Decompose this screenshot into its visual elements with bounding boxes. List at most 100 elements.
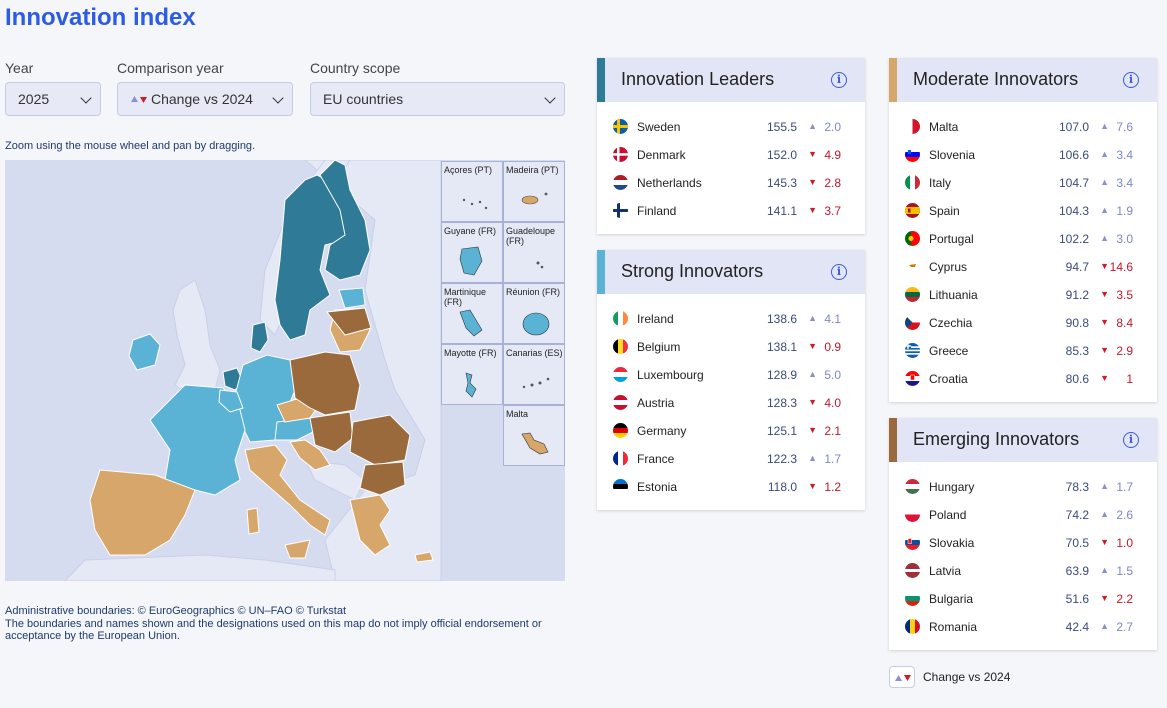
- country-score: 94.7: [1065, 260, 1089, 274]
- region-spain-portugal[interactable]: [89, 469, 196, 556]
- info-icon[interactable]: i: [831, 264, 847, 280]
- inset-label: Madeira (PT): [506, 165, 559, 175]
- info-icon[interactable]: i: [1123, 432, 1139, 448]
- country-row-italy[interactable]: Italy 104.7 ▲ 3.4: [889, 168, 1157, 196]
- info-icon[interactable]: i: [831, 72, 847, 88]
- map-canvas[interactable]: [5, 160, 565, 581]
- belgium-flag-icon: [613, 339, 628, 354]
- country-row-greece[interactable]: Greece 85.3 ▼ 2.9: [889, 336, 1157, 364]
- europe-map[interactable]: Açores (PT) Madeira (PT) Guyane (FR) Gua…: [5, 160, 565, 581]
- triangle-up-icon: ▲: [1100, 621, 1109, 631]
- score-change: 0.9: [824, 340, 841, 354]
- triangle-up-icon: ▲: [808, 369, 817, 379]
- netherlands-flag-icon: [613, 175, 628, 190]
- inset-acores[interactable]: Açores (PT): [441, 161, 503, 222]
- region-cyprus[interactable]: [414, 551, 434, 563]
- triangle-down-icon: ▼: [808, 177, 817, 187]
- country-row-ireland[interactable]: Ireland 138.6 ▲ 4.1: [597, 304, 865, 332]
- country-row-sweden[interactable]: Sweden 155.5 ▲ 2.0: [597, 112, 865, 140]
- region-greece[interactable]: [349, 494, 391, 556]
- country-name: Spain: [929, 204, 960, 218]
- region-belgium-luxembourg[interactable]: [218, 389, 244, 413]
- country-row-czechia[interactable]: Czechia 90.8 ▼ 8.4: [889, 308, 1157, 336]
- country-row-latvia[interactable]: Latvia 63.9 ▲ 1.5: [889, 556, 1157, 584]
- country-row-denmark[interactable]: Denmark 152.0 ▼ 4.9: [597, 140, 865, 168]
- inset-label: Açores (PT): [444, 165, 493, 175]
- region-slovakia-hungary[interactable]: [309, 411, 354, 453]
- country-row-france[interactable]: France 122.3 ▲ 1.7: [597, 444, 865, 472]
- country-row-romania[interactable]: Romania 42.4 ▲ 2.7: [889, 612, 1157, 640]
- chevron-down-icon: [544, 92, 556, 104]
- inset-guyane[interactable]: Guyane (FR): [441, 222, 503, 283]
- country-row-cyprus[interactable]: Cyprus 94.7 ▼ 14.6: [889, 252, 1157, 280]
- triangle-down-icon: ▼: [1100, 537, 1109, 547]
- inset-label: Malta: [506, 409, 529, 419]
- region-slovenia-croatia[interactable]: [289, 439, 331, 471]
- region-italy[interactable]: [244, 444, 331, 536]
- country-scope-select[interactable]: EU countries: [310, 82, 565, 116]
- country-row-slovenia[interactable]: Slovenia 106.6 ▲ 3.4: [889, 140, 1157, 168]
- country-row-finland[interactable]: Finland 141.1 ▼ 3.7: [597, 196, 865, 224]
- country-name: Malta: [929, 120, 959, 134]
- triangle-up-icon: ▲: [1100, 205, 1109, 215]
- inset-guadeloupe[interactable]: Guadeloupe (FR): [503, 222, 565, 283]
- country-row-belgium[interactable]: Belgium 138.1 ▼ 0.9: [597, 332, 865, 360]
- region-france[interactable]: [149, 384, 246, 496]
- country-row-estonia[interactable]: Estonia 118.0 ▼ 1.2: [597, 472, 865, 500]
- comparison-year-select[interactable]: Change vs 2024: [117, 82, 293, 116]
- country-row-luxembourg[interactable]: Luxembourg 128.9 ▲ 5.0: [597, 360, 865, 388]
- group-color-bar: [889, 58, 897, 102]
- region-ireland[interactable]: [128, 333, 161, 371]
- country-row-netherlands[interactable]: Netherlands 145.3 ▼ 2.8: [597, 168, 865, 196]
- inset-malta[interactable]: Malta: [503, 405, 565, 466]
- region-denmark[interactable]: [250, 321, 269, 353]
- czechia-flag-icon: [905, 315, 920, 330]
- map-attribution: Administrative boundaries: © EuroGeograp…: [5, 605, 565, 643]
- region-sardinia[interactable]: [246, 507, 260, 535]
- country-row-croatia[interactable]: Croatia 80.6 ▼ 1: [889, 364, 1157, 392]
- score-change: 1.9: [1116, 204, 1133, 218]
- slovenia-flag-icon: [905, 147, 920, 162]
- score-change: 3.4: [1116, 176, 1133, 190]
- country-row-lithuania[interactable]: Lithuania 91.2 ▼ 3.5: [889, 280, 1157, 308]
- score-change: 1.2: [824, 480, 841, 494]
- country-row-poland[interactable]: Poland 74.2 ▲ 2.6: [889, 500, 1157, 528]
- region-sicily[interactable]: [284, 539, 311, 559]
- inset-label: Guadeloupe (FR): [506, 226, 556, 246]
- country-row-spain[interactable]: Spain 104.3 ▲ 1.9: [889, 196, 1157, 224]
- country-row-malta[interactable]: Malta 107.0 ▲ 7.6: [889, 112, 1157, 140]
- region-romania[interactable]: [349, 414, 411, 466]
- inset-canarias[interactable]: Canarias (ES): [503, 344, 565, 405]
- score-change: 1.5: [1116, 564, 1133, 578]
- country-row-bulgaria[interactable]: Bulgaria 51.6 ▼ 2.2: [889, 584, 1157, 612]
- region-latvia[interactable]: [326, 307, 372, 336]
- info-icon[interactable]: i: [1123, 72, 1139, 88]
- country-score: 125.1: [766, 424, 797, 438]
- inset-label: Mayotte (FR): [444, 348, 497, 358]
- map-insets: Açores (PT) Madeira (PT) Guyane (FR) Gua…: [441, 161, 565, 466]
- inset-madeira[interactable]: Madeira (PT): [503, 161, 565, 222]
- country-row-germany[interactable]: Germany 125.1 ▼ 2.1: [597, 416, 865, 444]
- triangle-down-icon: ▼: [1100, 593, 1109, 603]
- inset-martinique[interactable]: Martinique (FR): [441, 283, 503, 344]
- inset-mayotte[interactable]: Mayotte (FR): [441, 344, 503, 405]
- country-row-slovakia[interactable]: Slovakia 70.5 ▼ 1.0: [889, 528, 1157, 556]
- inset-acores-shape: [462, 198, 488, 210]
- country-row-portugal[interactable]: Portugal 102.2 ▲ 3.0: [889, 224, 1157, 252]
- region-poland[interactable]: [289, 351, 361, 416]
- country-row-hungary[interactable]: Hungary 78.3 ▲ 1.7: [889, 472, 1157, 500]
- year-select[interactable]: 2025: [5, 82, 101, 116]
- region-estonia[interactable]: [338, 287, 366, 309]
- malta-flag-icon: [905, 119, 920, 134]
- score-change: 4.9: [824, 148, 841, 162]
- country-row-austria[interactable]: Austria 128.3 ▼ 4.0: [597, 388, 865, 416]
- card-title: Innovation Leaders: [621, 69, 775, 89]
- inset-label: Guyane (FR): [444, 226, 497, 236]
- legend-label: Change vs 2024: [923, 670, 1011, 684]
- region-bulgaria[interactable]: [359, 461, 406, 496]
- triangle-down-icon: ▼: [808, 425, 817, 435]
- inset-reunion[interactable]: Réunion (FR): [503, 283, 565, 344]
- region-finland[interactable]: [319, 160, 371, 281]
- score-change: 3.4: [1116, 148, 1133, 162]
- card-title: Strong Innovators: [621, 261, 764, 281]
